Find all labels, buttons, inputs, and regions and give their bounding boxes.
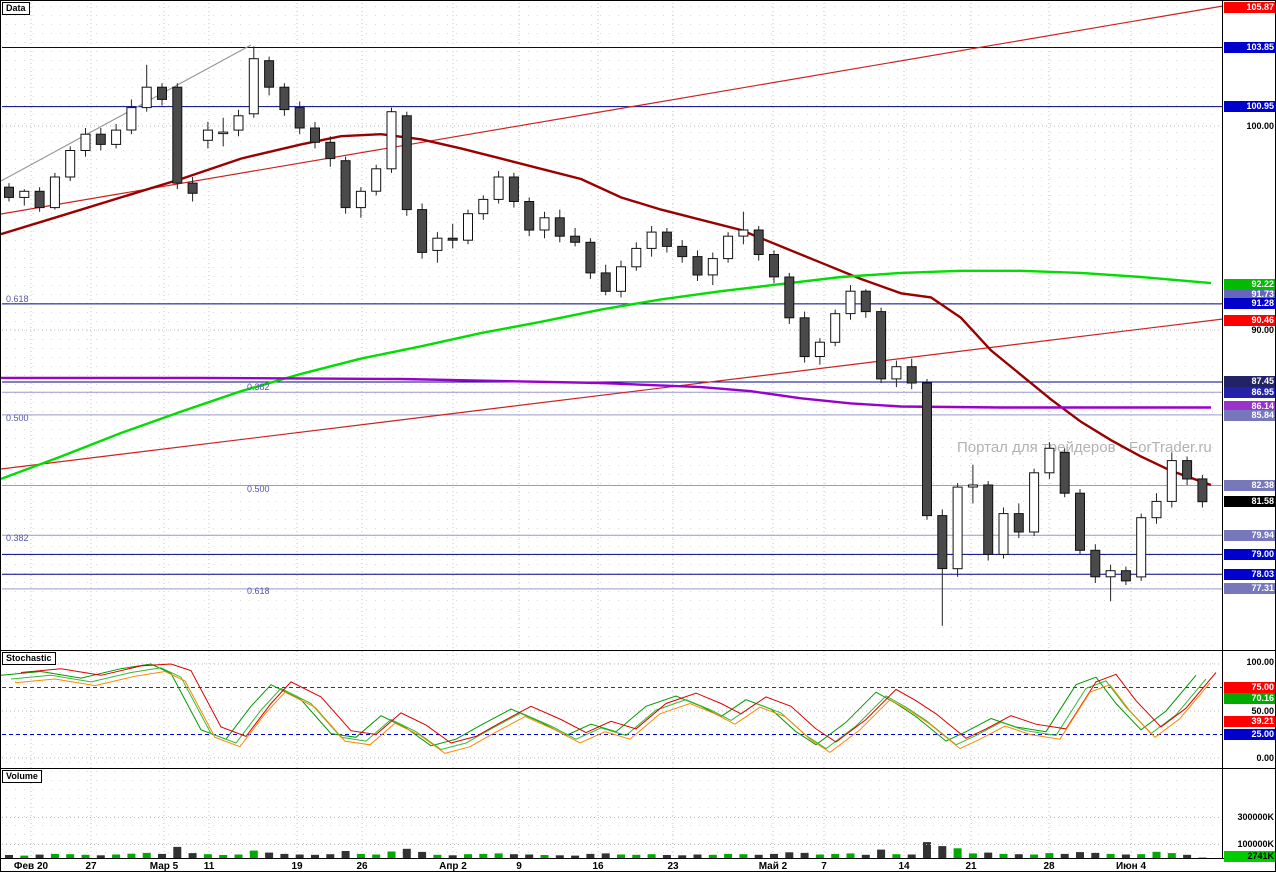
panel-tab-data[interactable]: Data xyxy=(2,2,30,15)
panel-tab-volume[interactable]: Volume xyxy=(2,770,42,783)
panel-tab-stochastic[interactable]: Stochastic xyxy=(2,652,56,665)
ma-flat-purple xyxy=(1,376,1211,409)
ma-slow-dark-red xyxy=(1,132,1212,487)
ma-long-green xyxy=(1,269,1212,481)
watermark: Портал для трейдеров - ForTrader.ru xyxy=(957,439,1212,456)
chart-dot-grid-background xyxy=(2,2,1221,858)
